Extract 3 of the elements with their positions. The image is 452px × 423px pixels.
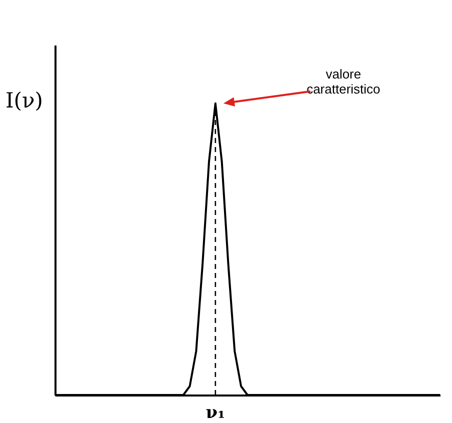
text: ν₁ xyxy=(206,403,226,423)
y-axis-title: I(ν) xyxy=(6,88,43,112)
text: valore caratteristico xyxy=(306,66,380,96)
